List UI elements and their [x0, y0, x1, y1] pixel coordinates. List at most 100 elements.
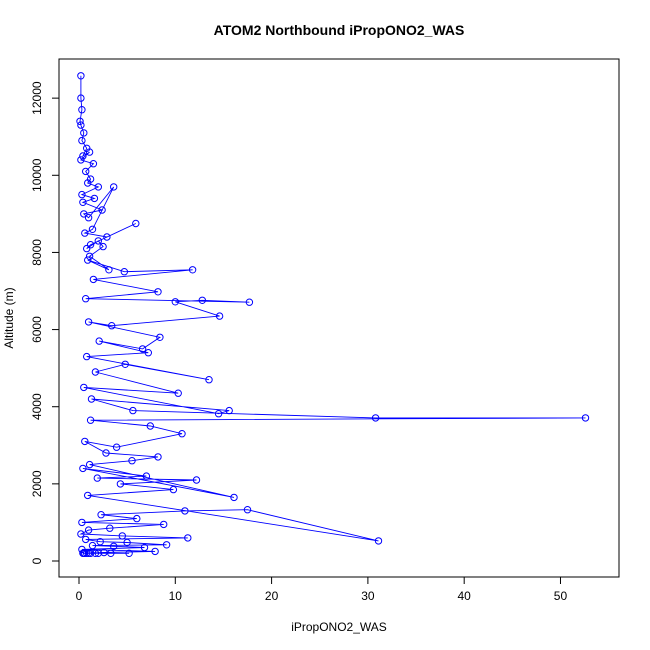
data-point	[77, 156, 85, 164]
data-point	[86, 241, 95, 249]
data-point	[81, 229, 89, 237]
data-point	[95, 337, 103, 345]
data-point	[86, 549, 95, 557]
data-point	[78, 190, 86, 199]
data-point	[181, 507, 189, 515]
data-point	[156, 333, 164, 341]
data-point	[85, 460, 94, 469]
data-point	[142, 472, 151, 480]
data-point	[160, 520, 168, 529]
data-point	[94, 549, 103, 557]
data-point	[84, 179, 92, 187]
data-point	[89, 275, 98, 284]
data-point	[116, 480, 125, 488]
data-point	[91, 368, 100, 376]
data-point	[94, 237, 103, 245]
data-point	[132, 219, 140, 228]
data-point	[146, 422, 155, 430]
data-series	[76, 72, 590, 557]
data-point	[84, 318, 93, 326]
data-point	[138, 345, 147, 353]
y-axis: 0 2000 4000 6000 8000 10000 12000	[30, 81, 60, 564]
data-point	[106, 524, 114, 532]
data-point	[81, 437, 89, 446]
data-point	[215, 312, 224, 320]
data-point	[144, 349, 153, 357]
data-point	[82, 167, 90, 176]
data-point	[83, 549, 91, 557]
series-line	[79, 75, 586, 554]
data-point	[184, 534, 192, 542]
data-point	[121, 360, 129, 368]
data-point	[84, 491, 92, 500]
data-point	[80, 383, 88, 392]
data-point	[77, 530, 85, 538]
data-point	[374, 537, 383, 545]
data-point	[225, 406, 233, 415]
data-point	[84, 549, 93, 557]
data-point	[87, 395, 96, 403]
data-point	[97, 511, 105, 519]
data-point	[79, 198, 87, 207]
data-point	[243, 506, 252, 514]
data-point	[78, 106, 86, 114]
y-tick-label: 2000	[30, 470, 44, 497]
data-point	[205, 376, 213, 384]
data-point	[151, 547, 159, 556]
x-tick-label: 30	[361, 589, 375, 603]
data-point	[93, 474, 102, 482]
data-point	[78, 518, 86, 527]
data-point	[188, 266, 197, 274]
data-point	[371, 414, 380, 422]
data-point	[198, 296, 207, 304]
data-point	[102, 449, 110, 457]
data-point	[107, 549, 115, 557]
data-point	[154, 453, 162, 461]
data-point	[79, 152, 87, 160]
data-point	[94, 183, 103, 191]
x-tick-label: 10	[169, 589, 183, 603]
data-point	[118, 532, 127, 540]
x-tick-label: 20	[265, 589, 279, 603]
y-tick-label: 0	[30, 557, 44, 564]
data-point	[128, 457, 136, 465]
data-point	[78, 136, 86, 145]
data-point	[86, 416, 95, 424]
data-point	[82, 295, 90, 303]
data-point	[230, 493, 238, 502]
data-point	[79, 464, 87, 473]
data-point	[82, 535, 90, 544]
data-point	[162, 541, 171, 549]
plot-frame	[58, 58, 620, 578]
data-point	[110, 183, 118, 191]
x-axis: 0 10 20 30 40 50	[76, 576, 567, 603]
data-point	[84, 214, 93, 222]
y-tick-label: 12000	[30, 81, 44, 115]
data-point	[154, 288, 162, 296]
data-point	[169, 485, 178, 494]
data-point	[89, 160, 98, 168]
data-point	[84, 256, 92, 264]
data-point	[245, 298, 254, 306]
data-point	[77, 94, 85, 102]
data-point	[85, 148, 94, 156]
data-point	[80, 210, 88, 218]
data-point	[96, 538, 104, 546]
data-point	[174, 389, 182, 397]
data-point	[171, 298, 180, 306]
data-point	[99, 242, 107, 251]
y-tick-label: 4000	[30, 393, 44, 420]
data-point	[140, 543, 149, 552]
data-point	[112, 443, 121, 451]
chart-title: ATOM2 Northbound iPropONO2_WAS	[214, 22, 465, 38]
data-point	[98, 206, 106, 214]
y-tick-label: 6000	[30, 316, 44, 343]
x-tick-label: 40	[458, 589, 472, 603]
data-point	[88, 225, 97, 234]
data-point	[133, 514, 141, 523]
y-tick-label: 10000	[30, 158, 44, 192]
data-point	[84, 526, 93, 534]
data-point	[80, 129, 88, 137]
